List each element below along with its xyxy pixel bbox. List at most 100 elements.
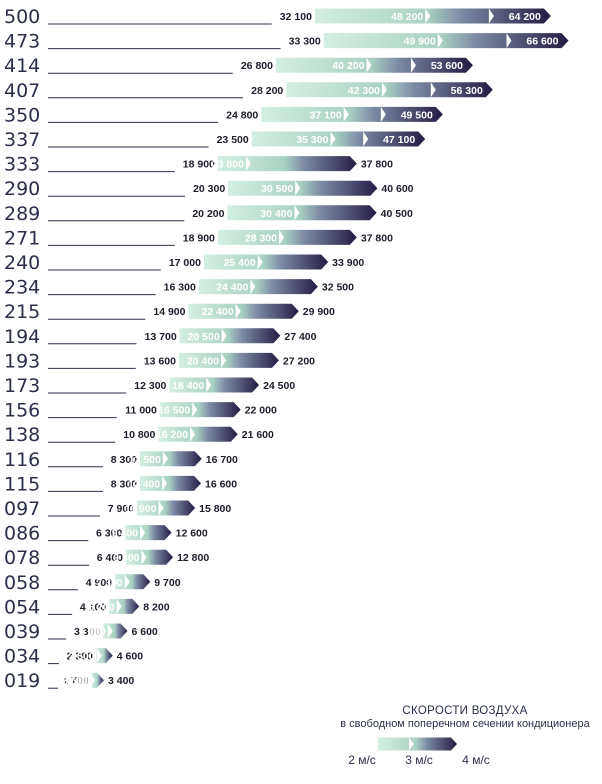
value-label-2ms: 2 300	[67, 651, 93, 663]
value-label-2ms: 33 300	[289, 36, 321, 48]
value-label-3ms: 23 800	[212, 159, 244, 171]
value-label-4ms: 56 300	[451, 85, 483, 97]
value-label-4ms: 27 200	[283, 355, 315, 367]
value-label-3ms: 25 400	[224, 257, 256, 269]
bar-segment	[95, 648, 113, 664]
category-label: 078	[4, 547, 40, 569]
mid-arrow-marker	[235, 303, 241, 319]
category-label: 500	[4, 6, 40, 28]
chart-row: 271 18 900 28 300 37 800	[4, 227, 393, 249]
bar-segment	[275, 57, 473, 73]
value-label-3ms: 40 200	[332, 60, 364, 72]
bar-segment	[314, 8, 551, 24]
category-label: 193	[4, 350, 40, 372]
value-label-4ms: 6 600	[132, 626, 158, 638]
value-label-3ms: 12 500	[129, 454, 161, 466]
chart-row: 500 32 100 48 200 64 200	[4, 6, 551, 28]
value-label-2ms: 20 300	[193, 183, 225, 195]
category-label: 086	[4, 523, 40, 545]
mid-arrow-marker	[107, 623, 113, 639]
chart-row: 350 24 800 37 100 49 500	[4, 104, 443, 126]
value-label-4ms: 33 900	[332, 257, 364, 269]
value-label-2ms: 6 300	[96, 528, 122, 540]
category-label: 350	[4, 104, 40, 126]
value-label-2ms: 6 400	[97, 552, 123, 564]
category-label: 289	[4, 203, 40, 225]
value-label-4ms: 66 600	[526, 36, 558, 48]
value-label-4ms: 16 700	[206, 454, 238, 466]
value-label-2ms: 4 100	[80, 601, 106, 613]
chart-row: 407 28 200 42 300 56 300	[4, 80, 493, 102]
bar-segment	[103, 623, 128, 639]
mid-arrow-marker	[141, 549, 147, 565]
value-label-2ms: 13 700	[145, 331, 177, 343]
chart-row: 234 16 300 24 400 32 500	[4, 277, 354, 299]
value-label-4ms: 21 600	[242, 429, 274, 441]
mid-arrow-marker	[140, 525, 146, 541]
value-label-3ms: 30 500	[261, 183, 293, 195]
value-label-4ms: 40 600	[381, 183, 413, 195]
value-label-4ms: 49 500	[401, 109, 433, 121]
value-label-3ms: 9 600	[113, 552, 139, 564]
mid-arrow-marker	[158, 500, 164, 516]
value-label-4ms: 37 800	[361, 232, 393, 244]
value-label-4ms: 12 800	[177, 552, 209, 564]
value-label-4ms: 8 200	[143, 601, 169, 613]
value-label-3ms: 22 400	[202, 306, 234, 318]
bar-segment	[203, 254, 329, 270]
mid-arrow-marker	[437, 33, 443, 49]
value-label-3ms: 16 500	[158, 405, 190, 417]
chart-row: 138 10 800 16 200 21 600	[4, 424, 274, 446]
chart-row: 473 33 300 49 900 66 600	[4, 31, 569, 53]
value-label-2ms: 17 000	[169, 257, 201, 269]
category-label: 138	[4, 424, 40, 446]
value-label-3ms: 20 400	[187, 355, 219, 367]
value-label-4ms: 12 600	[176, 528, 208, 540]
mid-arrow-marker	[190, 426, 196, 442]
bar-segment	[140, 475, 202, 491]
end-arrow-marker	[506, 33, 512, 49]
value-label-2ms: 8 300	[111, 478, 137, 490]
bar-segment	[169, 377, 260, 393]
category-label: 054	[4, 596, 40, 618]
value-label-4ms: 53 600	[431, 60, 463, 72]
legend: СКОРОСТИ ВОЗДУХА в свободном поперечном …	[340, 705, 590, 767]
category-label: 473	[4, 31, 40, 53]
value-label-2ms: 18 900	[183, 159, 215, 171]
mid-arrow-marker	[295, 180, 301, 196]
bar-segment	[179, 328, 281, 344]
bar-segment	[227, 205, 377, 221]
value-label-2ms: 28 200	[251, 85, 283, 97]
value-label-2ms: 10 800	[123, 429, 155, 441]
chart-row: 337 23 500 35 300 47 100	[4, 129, 426, 151]
bar-segment	[158, 426, 238, 442]
category-label: 240	[4, 252, 40, 274]
category-label: 290	[4, 178, 40, 200]
mid-arrow-marker	[116, 598, 122, 614]
value-label-2ms: 14 900	[153, 306, 185, 318]
legend-tick-2: 2 м/с	[348, 753, 376, 767]
value-label-3ms: 7 300	[96, 577, 122, 589]
category-label: 407	[4, 80, 40, 102]
value-label-2ms: 26 800	[241, 60, 273, 72]
bar-segment	[137, 500, 196, 516]
mid-arrow-marker	[366, 57, 372, 73]
mid-arrow-marker	[220, 352, 226, 368]
mid-arrow-marker	[221, 328, 227, 344]
end-arrow-marker	[430, 82, 436, 98]
value-label-2ms: 20 200	[192, 208, 224, 220]
value-label-3ms: 5 000	[79, 626, 105, 638]
end-arrow-marker	[410, 57, 416, 73]
value-label-4ms: 27 400	[284, 331, 316, 343]
mid-arrow-marker	[294, 205, 300, 221]
bar-segment	[251, 131, 426, 147]
value-label-4ms: 22 000	[245, 405, 277, 417]
value-label-2ms: 23 500	[217, 134, 249, 146]
value-label-3ms: 35 300	[296, 134, 328, 146]
value-label-3ms: 18 400	[172, 380, 204, 392]
